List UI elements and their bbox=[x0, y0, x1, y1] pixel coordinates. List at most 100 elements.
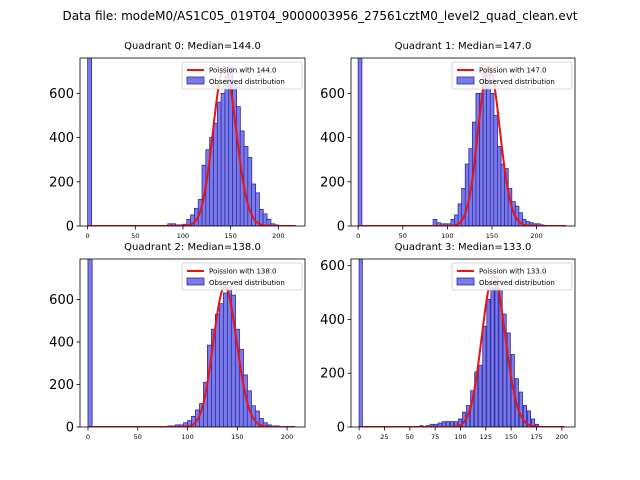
x-tick-label: 200 bbox=[556, 433, 568, 441]
y-tick-label: 0 bbox=[66, 220, 74, 235]
hist-bar bbox=[518, 391, 523, 427]
x-tick-label: 200 bbox=[281, 433, 293, 441]
x-tick-label: 150 bbox=[231, 433, 243, 441]
x-tick-label: 75 bbox=[431, 433, 439, 441]
y-tick-label: 200 bbox=[320, 367, 345, 382]
legend-label-observed: Observed distribution bbox=[479, 279, 555, 287]
x-tick-label: 0 bbox=[86, 232, 90, 240]
legend-box bbox=[181, 61, 303, 90]
hist-bar bbox=[224, 75, 230, 226]
hist-bar bbox=[526, 410, 532, 427]
legend-label-fit: Poission with 138.0 bbox=[209, 268, 277, 276]
x-tick-label: 175 bbox=[530, 433, 542, 441]
y-tick-label: 0 bbox=[66, 421, 74, 436]
chart-panel-0: 0 50 100 150 200 0 200 400 600 Quadrant 0: Median… bbox=[49, 41, 306, 240]
y-tick-label: 200 bbox=[320, 175, 345, 190]
axes-frame bbox=[350, 258, 576, 428]
axes-frame bbox=[350, 57, 576, 227]
x-tick-label: 150 bbox=[224, 232, 236, 240]
hist-bar bbox=[87, 58, 93, 226]
legend-bar-swatch bbox=[456, 76, 475, 85]
legend-label-observed: Observed distribution bbox=[209, 279, 285, 287]
y-tick-label: 400 bbox=[320, 131, 345, 146]
y-tick-label: 0 bbox=[337, 421, 345, 436]
x-tick-label: 100 bbox=[454, 433, 466, 441]
hist-bar bbox=[433, 423, 438, 427]
poisson-fit-line bbox=[359, 275, 565, 427]
hist-bar bbox=[506, 332, 511, 427]
hist-bar bbox=[522, 405, 527, 427]
legend-bar-swatch bbox=[186, 76, 205, 85]
x-tick-label: 100 bbox=[177, 232, 189, 240]
y-tick-label: 600 bbox=[49, 293, 74, 308]
legend-box bbox=[451, 262, 573, 291]
hist-bar bbox=[458, 418, 463, 427]
hist-bar bbox=[531, 418, 536, 427]
chart-title: Quadrant 1: Median=147.0 bbox=[395, 41, 532, 52]
hist-bar bbox=[262, 213, 268, 226]
x-tick-label: 50 bbox=[134, 433, 142, 441]
x-tick-label: 125 bbox=[480, 433, 492, 441]
y-tick-label: 200 bbox=[49, 378, 74, 393]
hist-bar bbox=[429, 423, 434, 427]
plot-area bbox=[87, 58, 296, 226]
y-tick-label: 600 bbox=[320, 87, 345, 102]
figure-title: Data file: modeM0/AS1C05_019T04_90000039… bbox=[62, 9, 577, 23]
legend-bar-swatch bbox=[456, 277, 475, 286]
x-tick-label: 50 bbox=[131, 232, 139, 240]
hist-bar bbox=[482, 325, 487, 427]
legend-bar-swatch bbox=[186, 277, 205, 286]
hist-bar bbox=[235, 106, 241, 226]
chart-panel-2: 0 50 100 150 200 0 200 400 600 Quadrant 2: Median… bbox=[49, 242, 306, 441]
x-tick-label: 50 bbox=[406, 433, 414, 441]
legend-label-fit: Poission with 147.0 bbox=[479, 67, 547, 75]
hist-bar bbox=[478, 364, 483, 427]
hist-bar bbox=[266, 218, 272, 226]
chart-panel-1: 0 50 100 150 200 0 200 400 600 Quadrant 1: Median… bbox=[320, 41, 576, 240]
hist-bar bbox=[220, 92, 226, 226]
y-tick-label: 600 bbox=[320, 259, 345, 274]
y-tick-label: 200 bbox=[49, 175, 74, 190]
plot-area bbox=[357, 58, 567, 226]
hist-bar bbox=[490, 286, 495, 427]
chart-panel-3: 0 25 50 75 100 125 150 175 200 0 200 400 600 Quadrant… bbox=[320, 242, 576, 441]
hist-bar bbox=[213, 122, 218, 226]
hist-bar bbox=[87, 259, 93, 427]
hist-bar bbox=[358, 259, 363, 427]
poisson-fit-line bbox=[87, 65, 296, 226]
y-tick-label: 400 bbox=[49, 335, 74, 350]
x-tick-label: 0 bbox=[86, 433, 90, 441]
poisson-fit-line bbox=[88, 285, 295, 427]
x-tick-label: 50 bbox=[399, 232, 407, 240]
hist-bar bbox=[494, 276, 499, 427]
chart-title: Quadrant 2: Median=138.0 bbox=[124, 242, 261, 253]
hist-bar bbox=[357, 58, 363, 226]
axes-frame bbox=[79, 57, 306, 227]
x-tick-label: 200 bbox=[272, 232, 284, 240]
hist-bar bbox=[486, 298, 491, 427]
x-tick-label: 25 bbox=[380, 433, 388, 441]
hist-bar bbox=[218, 303, 224, 427]
legend-box bbox=[181, 262, 303, 291]
x-tick-label: 0 bbox=[357, 433, 361, 441]
x-tick-label: 100 bbox=[181, 433, 193, 441]
legend-label-fit: Poission with 144.0 bbox=[209, 67, 277, 75]
y-tick-label: 600 bbox=[49, 87, 74, 102]
legend-label-observed: Observed distribution bbox=[479, 78, 555, 86]
axes-frame bbox=[79, 258, 306, 428]
plot-area bbox=[358, 259, 565, 427]
chart-title: Quadrant 3: Median=133.0 bbox=[395, 242, 532, 253]
x-tick-label: 200 bbox=[530, 232, 542, 240]
legend-box bbox=[451, 61, 573, 90]
hist-bar bbox=[222, 292, 228, 427]
x-tick-label: 150 bbox=[505, 433, 517, 441]
legend-label-observed: Observed distribution bbox=[209, 78, 285, 86]
y-tick-label: 0 bbox=[337, 220, 345, 235]
x-tick-label: 100 bbox=[441, 232, 453, 240]
hist-bar bbox=[502, 313, 507, 427]
x-tick-label: 150 bbox=[486, 232, 498, 240]
hist-bar bbox=[216, 101, 222, 226]
chart-title: Quadrant 0: Median=144.0 bbox=[124, 41, 261, 52]
y-tick-label: 400 bbox=[49, 131, 74, 146]
